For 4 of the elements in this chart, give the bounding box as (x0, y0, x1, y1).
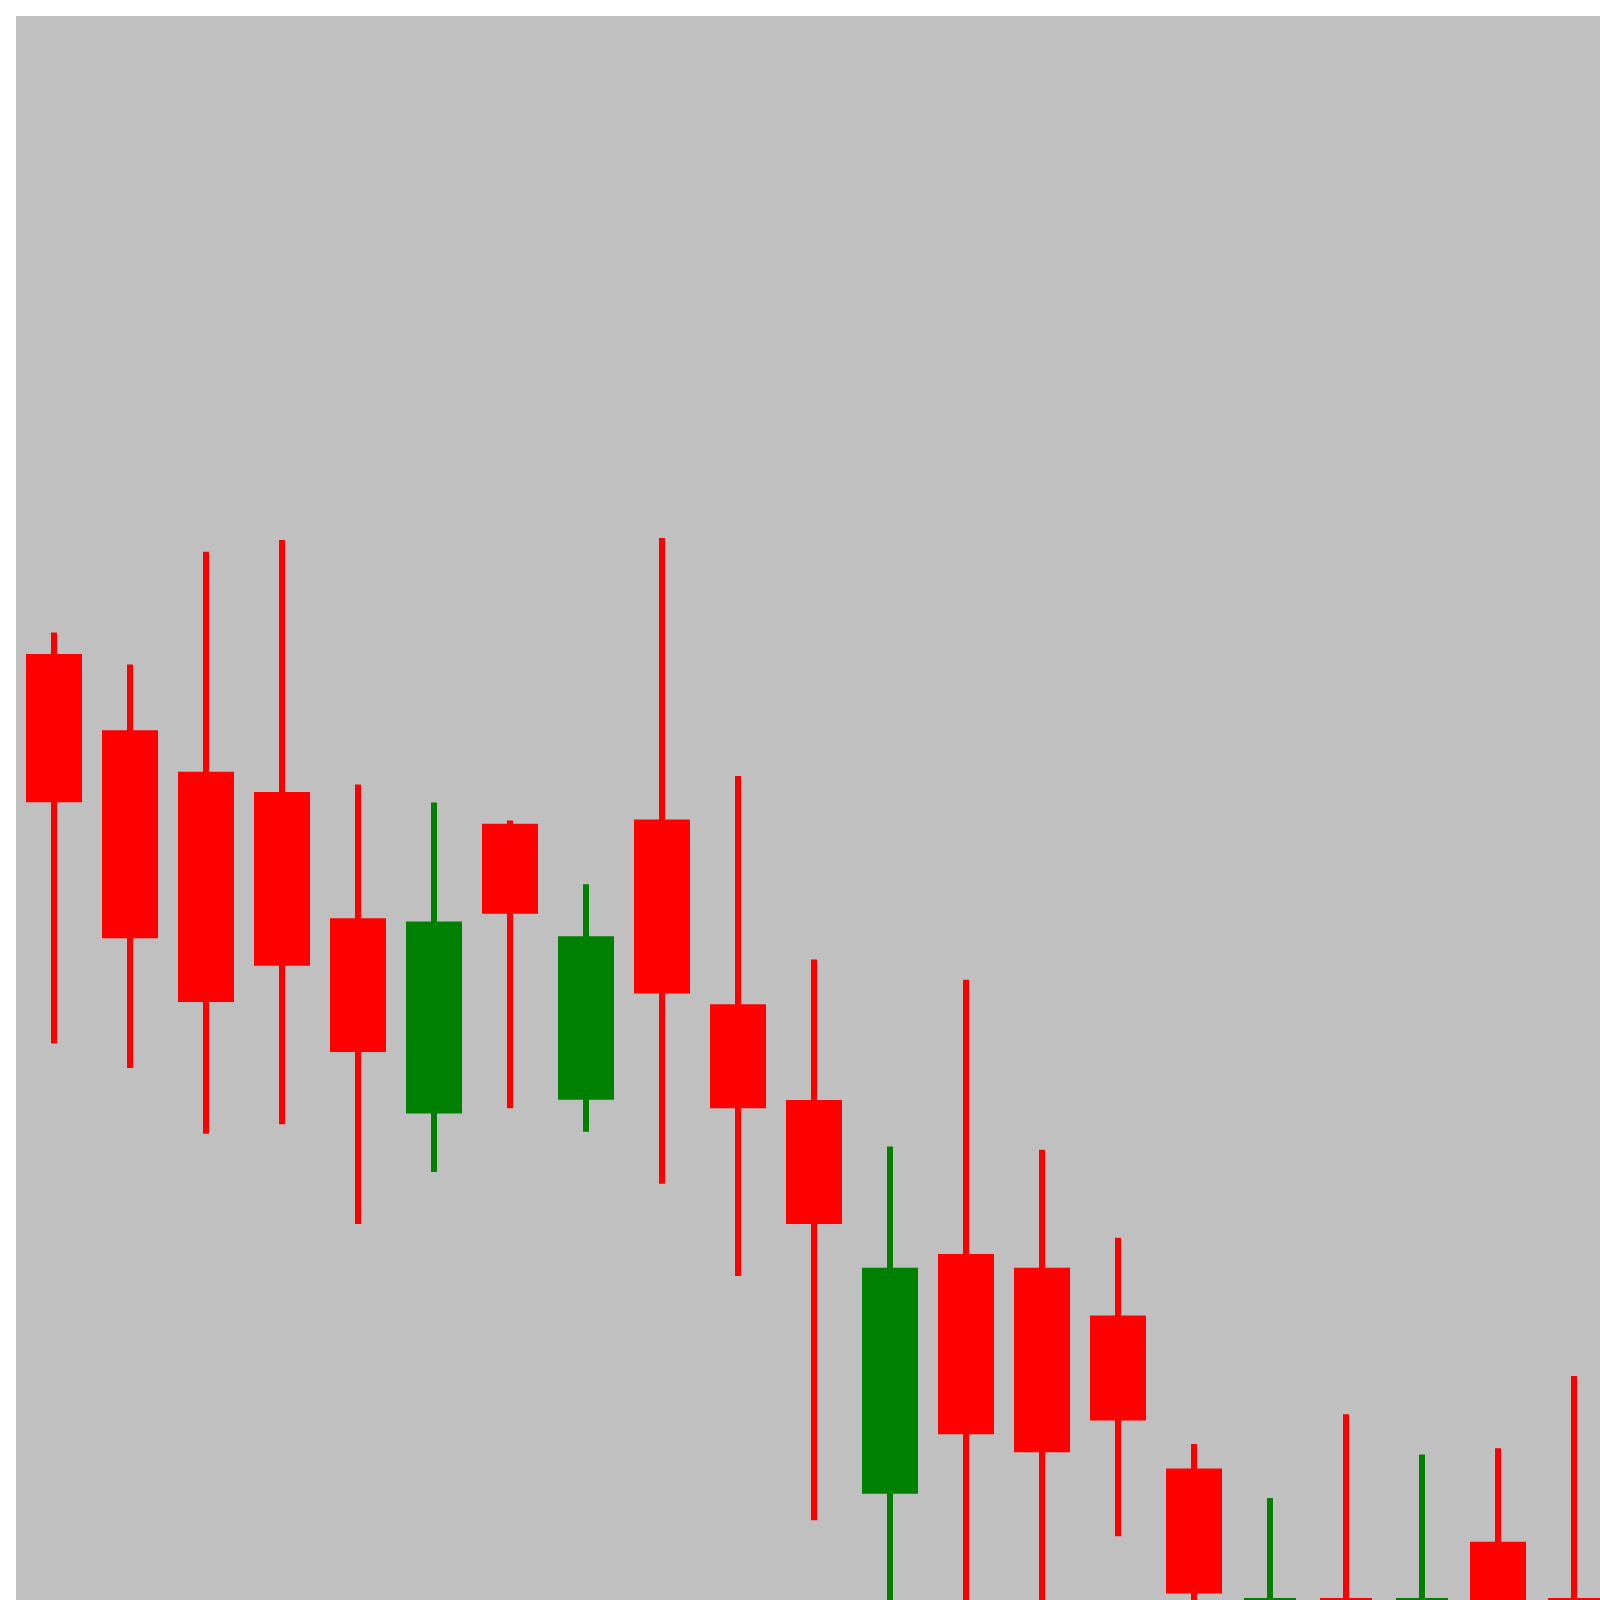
candlestick (1394, 1454, 1450, 1600)
candlestick (1242, 1498, 1298, 1600)
candlestick (1318, 1414, 1374, 1600)
candlestick (1546, 1375, 1600, 1600)
